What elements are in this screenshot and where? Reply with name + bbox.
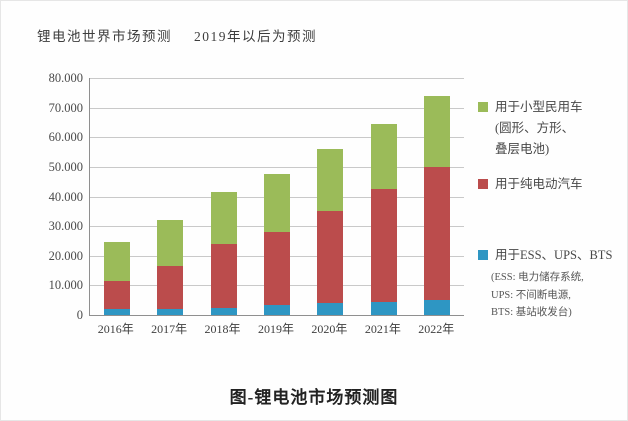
x-tick-label: 2018年 [204, 322, 241, 336]
legend-sublabel: UPS: 不间断电源, [491, 289, 571, 301]
gridline [90, 166, 464, 168]
legend-item: 用于纯电动汽车 [478, 174, 627, 195]
x-tick-label: 2020年 [311, 322, 348, 336]
bar-segment [317, 211, 344, 304]
bar-segment [157, 220, 184, 267]
plot-area [89, 78, 464, 316]
x-tick-label: 2019年 [257, 322, 294, 336]
legend-item: 用于ESS、UPS、BTS (ESS: 电力储存系统, UPS: 不间断电源, BTS… [478, 245, 627, 322]
y-axis: 0 10.000 20.000 30.000 40.000 50.000 60.000 70.… [1, 71, 83, 322]
y-tick-label: 40.000 [48, 189, 83, 204]
legend-label: 用于纯电动汽车 [495, 177, 583, 191]
legend-marker-icon [478, 250, 488, 261]
bar-column-2022年 [424, 95, 451, 315]
bar-segment [264, 304, 290, 315]
bar-column-2021年 [370, 123, 397, 315]
legend-label: 用于小型民用车 [495, 100, 583, 114]
chart-title: 锂电池世界市场预测 2019年以后为预测 [37, 25, 317, 45]
bar-segment [370, 123, 397, 190]
bar-segment [264, 232, 290, 305]
y-tick-label: 0 [76, 308, 83, 322]
bar-segment [210, 307, 237, 315]
legend-sublabel: (ESS: 电力储存系统, [491, 272, 584, 283]
y-tick-label: 60.000 [48, 130, 83, 145]
legend-marker-icon [478, 102, 488, 113]
bar-segment [157, 266, 184, 310]
legend: 用于小型民用车 (圆形、方形、 叠层电池) 用于纯电动汽车用于ESS、UPS、BTS (… [478, 97, 627, 322]
y-tick-label: 10.000 [48, 278, 83, 293]
gridline [90, 107, 464, 109]
figure-caption: 图-锂电池市场预测图 [229, 388, 399, 407]
legend-label: (圆形、方形、 [495, 121, 575, 135]
bar-segment [370, 189, 397, 302]
y-tick-label: 20.000 [48, 248, 83, 263]
gridline [90, 137, 464, 139]
bar-segment [317, 303, 344, 315]
x-tick-label: 2016年 [97, 322, 134, 336]
chart-title-note: 2019年以后为预测 [194, 29, 317, 44]
bar-segment [424, 300, 451, 315]
bar-segment [210, 243, 237, 308]
y-tick-label: 70.000 [48, 100, 83, 115]
bar-segment [317, 149, 344, 212]
legend-marker-icon [478, 179, 488, 190]
bar-segment [424, 166, 451, 301]
x-tick-label: 2021年 [364, 322, 401, 336]
bar-segment [103, 309, 130, 315]
x-tick-label: 2017年 [151, 322, 188, 336]
gridline [90, 78, 464, 79]
bar-segment [103, 280, 130, 310]
bar-segment [103, 242, 130, 281]
bar-segment [264, 174, 290, 233]
bar-segment [210, 192, 237, 244]
x-axis: 2016年 2017年 2018年 2019年 2020年 2021年 2022年 [89, 320, 463, 336]
legend-label: 叠层电池) [495, 142, 550, 156]
x-tick-label: 2022年 [418, 322, 455, 336]
legend-label: 用于ESS、UPS、BTS [495, 248, 613, 262]
bar-column-2016年 [103, 242, 130, 315]
bar-segment [424, 95, 451, 167]
y-tick-label: 50.000 [48, 159, 83, 174]
y-tick-label: 30.000 [48, 219, 83, 234]
bar-segment [157, 309, 184, 315]
legend-sublabel: BTS: 基站收发台) [491, 307, 572, 318]
bar-segment [370, 301, 397, 315]
bar-column-2017年 [157, 220, 184, 315]
bar-column-2020年 [317, 149, 344, 315]
bar-column-2019年 [264, 174, 290, 315]
chart-title-text: 锂电池世界市场预测 [37, 29, 172, 44]
bar-column-2018年 [210, 192, 237, 315]
y-tick-label: 80.000 [48, 71, 83, 85]
legend-item: 用于小型民用车 (圆形、方形、 叠层电池) [478, 97, 627, 160]
